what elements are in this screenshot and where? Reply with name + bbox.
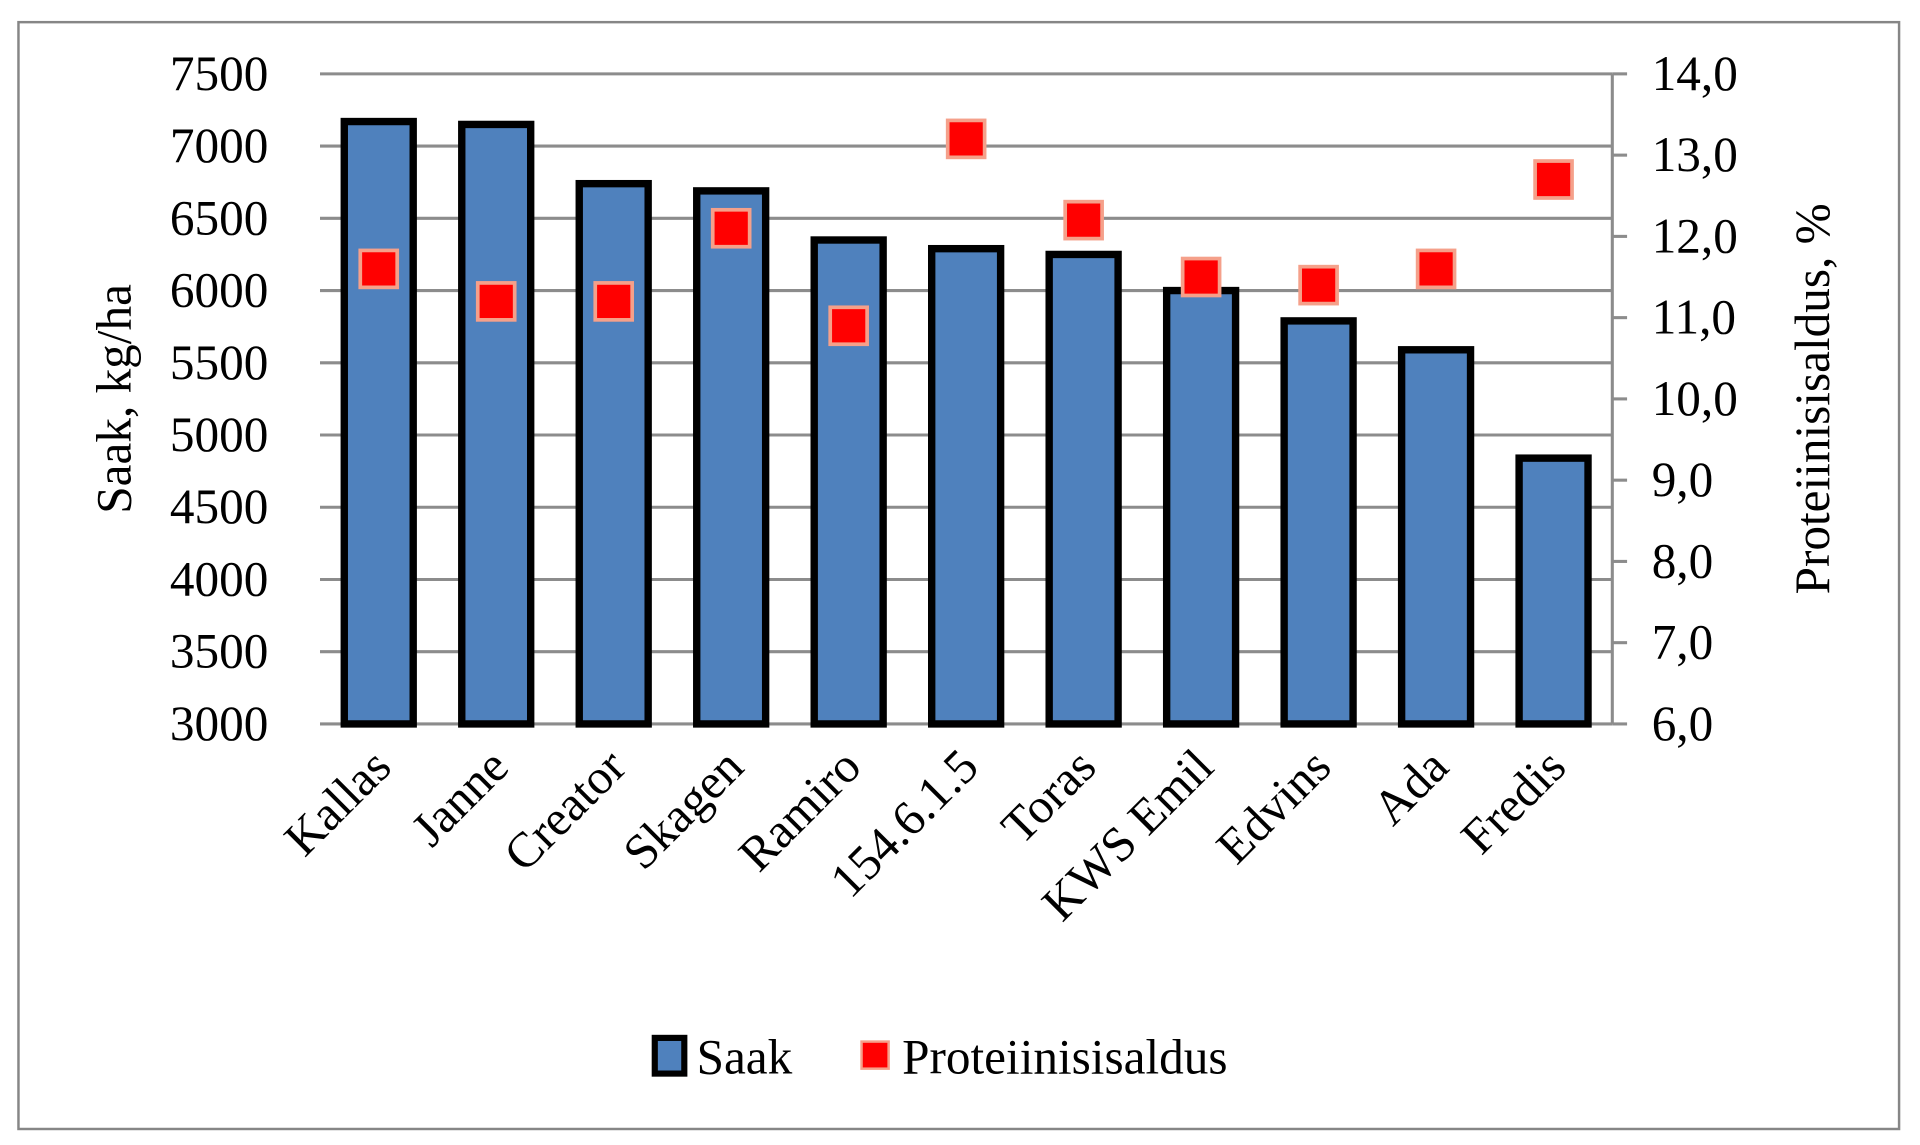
- bar-Toras: [1045, 250, 1122, 728]
- marker-Ada: [1415, 248, 1457, 290]
- y-tick-label: 5500: [170, 335, 268, 390]
- y2-axis-title: Proteiinisisaldus, %: [1785, 203, 1840, 594]
- y-tick-label: 3000: [170, 696, 268, 751]
- y2-tick-label: 7,0: [1652, 615, 1714, 670]
- legend-label-protein: Proteiinisisaldus: [902, 1030, 1227, 1085]
- bar-154.6.1.5: [928, 244, 1005, 728]
- legend-swatch-protein: [860, 1040, 890, 1070]
- bar-Kallas: [340, 117, 417, 728]
- legend: Saak Proteiinisisaldus: [651, 1030, 1228, 1085]
- y-tick-label: 7000: [170, 118, 268, 173]
- marker-154.6.1.5: [945, 118, 987, 160]
- marker-Creator: [593, 281, 635, 322]
- y2-tick-label: 14,0: [1652, 46, 1738, 101]
- bar-Fredis: [1515, 454, 1592, 728]
- y-tick-label: 6500: [170, 190, 268, 245]
- y-tick-label: 4000: [170, 551, 268, 606]
- y-tick-label: 4500: [170, 479, 268, 534]
- y-tick-label: 3500: [170, 624, 268, 679]
- marker-Toras: [1063, 199, 1104, 241]
- y2-tick-label: 13,0: [1652, 127, 1738, 182]
- marker-KWS Emil: [1180, 256, 1222, 298]
- bar-Edvins: [1280, 317, 1357, 728]
- y2-tick-label: 10,0: [1652, 371, 1738, 426]
- marker-Kallas: [358, 248, 400, 290]
- y2-tick-label: 8,0: [1652, 533, 1714, 588]
- bar-Janne: [458, 120, 535, 728]
- marker-Ramiro: [828, 305, 869, 347]
- left-axis-ticks: 3000 3500 4000 4500 5000 5500 6000 6500 7000 7500: [170, 46, 268, 751]
- marker-Edvins: [1298, 264, 1339, 306]
- y2-tick-label: 12,0: [1652, 208, 1738, 263]
- y-tick-label: 6000: [170, 263, 268, 318]
- right-axis-ticks: 6,0 7,0 8,0 9,0 10,0 11,0 12,0 13,0 14,0: [1652, 46, 1738, 751]
- bar-Creator: [575, 179, 652, 728]
- y2-tick-label: 11,0: [1652, 290, 1736, 345]
- bar-Skagen: [693, 187, 770, 728]
- marker-Janne: [475, 281, 517, 322]
- y2-tick-label: 6,0: [1652, 696, 1714, 751]
- marker-Fredis: [1533, 159, 1574, 200]
- markers: [358, 118, 1574, 347]
- y-tick-label: 7500: [170, 46, 268, 101]
- marker-Skagen: [710, 207, 752, 249]
- y-axis-title: Saak, kg/ha: [86, 284, 141, 514]
- bar-Ada: [1397, 346, 1475, 728]
- legend-swatch-saak: [651, 1034, 688, 1077]
- y-tick-label: 5000: [170, 407, 268, 462]
- bar-KWS Emil: [1162, 286, 1240, 728]
- legend-label-saak: Saak: [697, 1030, 793, 1085]
- y2-tick-label: 9,0: [1652, 452, 1714, 507]
- bars: [340, 117, 1592, 728]
